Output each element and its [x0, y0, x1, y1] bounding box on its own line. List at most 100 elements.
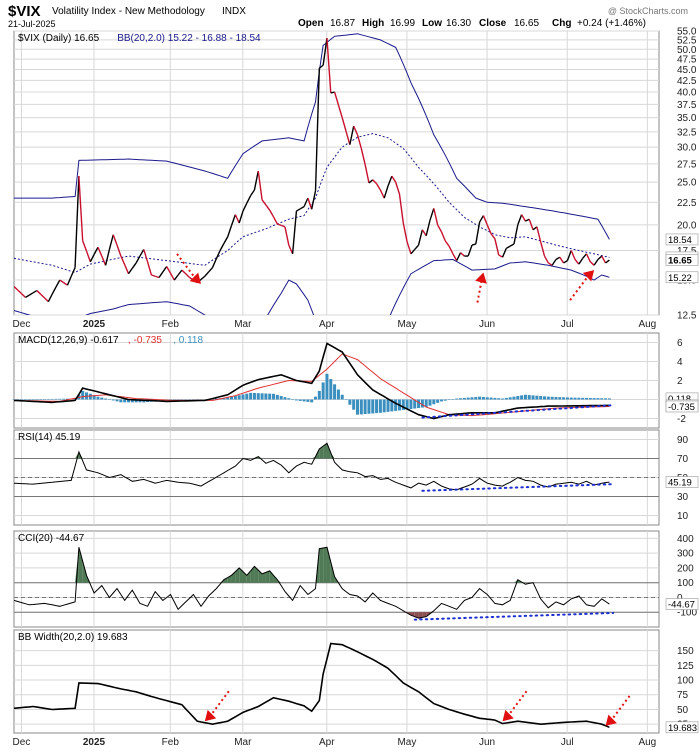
price-segment — [272, 216, 278, 225]
macd-hist-bar — [527, 395, 531, 400]
macd-hist-bar — [470, 397, 474, 400]
price-segment — [151, 274, 156, 277]
macd-hist-bar — [455, 398, 459, 400]
legend-entry: , -0.735 — [128, 335, 162, 346]
macd-hist-bar — [436, 399, 440, 403]
legend-entry: CCI(20) -44.67 — [18, 533, 85, 544]
legend-entry: $VIX (Daily) 16.65 — [18, 33, 100, 44]
y-tick-label: 20.0 — [677, 220, 697, 231]
macd-hist-bar — [279, 396, 283, 400]
macd-hist-bar — [130, 399, 134, 403]
legend-entry: , 0.118 — [173, 335, 203, 346]
cci-overbought-fill — [265, 570, 270, 583]
x-axis-label: Jul — [561, 319, 574, 330]
price-segment — [402, 222, 408, 243]
rsi-trendline — [421, 483, 615, 492]
price-segment — [475, 221, 481, 245]
macd-hist-bar — [386, 399, 390, 412]
price-segment — [322, 38, 328, 66]
macd-hist-bar — [375, 399, 379, 414]
y-tick-label: 50 — [677, 705, 689, 716]
macd-hist-bar — [501, 398, 505, 400]
price-segment — [261, 199, 267, 206]
price-segment — [74, 176, 80, 268]
y-tick-label: 55.0 — [677, 27, 697, 38]
legend-entry: BB(20,2.0) 15.22 - 16.88 - 18.54 — [117, 33, 261, 44]
price-segment — [257, 170, 263, 200]
panel-bbwidth: 255075100125150BB Width(20,2.0) 19.68319… — [13, 629, 699, 734]
macd-hist-bar — [222, 397, 226, 400]
price-segment — [78, 176, 84, 241]
price-segment — [269, 209, 275, 218]
y-tick-label: 30 — [677, 492, 689, 503]
price-segment — [185, 273, 191, 279]
price-segment — [601, 255, 607, 264]
macd-hist-bar — [188, 399, 192, 400]
macd-hist-bar — [134, 399, 138, 403]
price-segment — [467, 244, 473, 257]
x-axis-label: May — [397, 737, 416, 748]
last-value-label: 19.683 — [668, 723, 697, 734]
exchange-label: INDX — [222, 6, 246, 17]
macd-hist-bar — [321, 382, 325, 400]
macd-hist-bar — [390, 399, 394, 412]
price-segment — [291, 210, 298, 254]
macd-hist-bar — [268, 393, 272, 400]
price-segment — [85, 250, 91, 263]
price-segment — [63, 282, 68, 286]
price-segment — [452, 253, 458, 261]
macd-hist-bar — [31, 399, 35, 400]
macd-hist-bar — [474, 396, 478, 400]
macd-hist-bar — [565, 397, 569, 400]
macd-hist-bar — [230, 396, 234, 400]
price-segment — [471, 243, 476, 246]
y-tick-label: 70 — [677, 454, 689, 465]
price-segment — [36, 290, 42, 295]
rsi-overbought-fill — [330, 452, 335, 459]
x-axis-label: Aug — [638, 319, 656, 330]
price-segment — [246, 195, 252, 204]
panel-frame — [13, 30, 660, 316]
price-plot — [14, 33, 610, 315]
price-segment — [124, 264, 130, 275]
last-value-label: 0.118 — [668, 394, 691, 405]
macd-hist-bar — [294, 399, 298, 401]
macd-hist-bar — [512, 396, 516, 400]
cci-oversold-fill — [418, 612, 423, 619]
price-segment — [460, 252, 465, 257]
close-label: Close — [479, 18, 507, 29]
last-value-label: 16.65 — [668, 256, 692, 267]
y-tick-label: 45.0 — [677, 65, 697, 76]
x-axis-label: Apr — [319, 737, 335, 748]
macd-hist-bar — [96, 396, 100, 400]
y-tick-label: 50.0 — [677, 45, 697, 56]
macd-hist-bar — [497, 398, 501, 400]
macd-hist-bar — [291, 399, 295, 400]
price-segment — [21, 293, 26, 298]
price-segment — [55, 279, 61, 288]
price-segment — [219, 243, 225, 251]
last-value-label: -0.735 — [668, 402, 695, 413]
price-segment — [585, 253, 591, 263]
y-tick-label: 42.5 — [677, 76, 697, 87]
y-tick-label: 25.0 — [677, 178, 697, 189]
price-segment — [59, 279, 65, 284]
price-segment — [536, 226, 542, 243]
price-segment — [429, 208, 435, 221]
cci-overbought-fill — [242, 571, 247, 583]
price-segment — [555, 256, 561, 261]
price-segment — [353, 125, 359, 136]
chart-date: 21-Jul-2025 — [8, 19, 56, 29]
price-segment — [341, 117, 347, 132]
y-tick-label: 4 — [677, 357, 683, 368]
macd-hist-bar — [314, 396, 318, 400]
macd-hist-bar — [478, 396, 482, 400]
macd-hist-bar — [310, 399, 314, 403]
price-segment — [108, 234, 114, 250]
bbw-arrow-0-tail — [210, 690, 230, 716]
macd-hist-bar — [123, 399, 127, 403]
price-segment — [166, 266, 172, 274]
x-axis-label: Jun — [479, 737, 495, 748]
macd-hist-bar — [584, 397, 588, 400]
